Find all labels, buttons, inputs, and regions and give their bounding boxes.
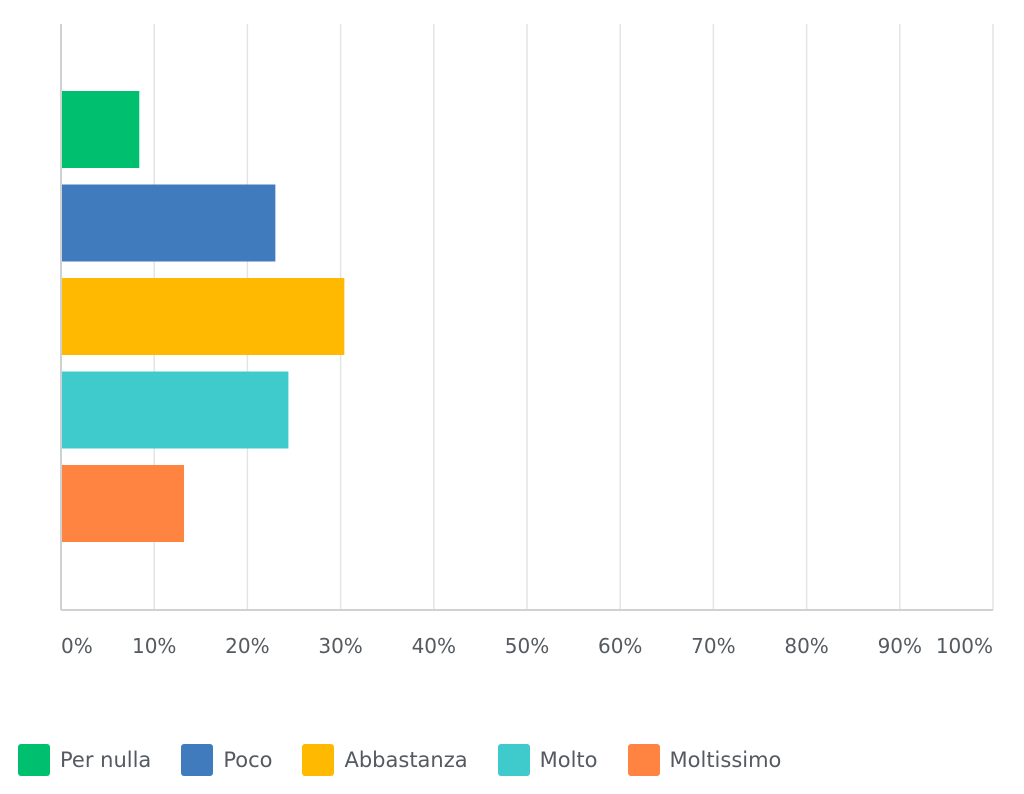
bar-molto: [61, 371, 289, 449]
x-tick-label: 50%: [505, 634, 549, 658]
bar-abbastanza: [61, 278, 345, 355]
legend-swatch: [181, 744, 214, 776]
x-tick-label: 40%: [412, 634, 456, 658]
x-tick-label: 10%: [132, 634, 176, 658]
x-tick-label: 90%: [878, 634, 922, 658]
legend-item-molto: Molto: [497, 744, 598, 776]
x-tick-label: 30%: [318, 634, 362, 658]
legend-label: Molto: [539, 748, 598, 772]
legend-item-poco: Poco: [181, 744, 272, 776]
bar-per-nulla: [61, 91, 140, 168]
legend-label: Abbastanza: [344, 748, 468, 772]
legend-swatch: [18, 744, 50, 776]
x-tick-label: 60%: [598, 634, 642, 658]
legend-swatch: [302, 744, 335, 776]
legend-label: Per nulla: [60, 748, 152, 772]
legend: Per nulla Poco Abbastanza Molto Moltissimo: [18, 742, 811, 778]
x-tick-label: 80%: [784, 634, 828, 658]
x-tick-label: 100%: [936, 634, 993, 658]
axes: [60, 24, 993, 611]
bars: [61, 91, 345, 542]
legend-swatch: [627, 744, 660, 776]
legend-label: Poco: [223, 748, 273, 772]
legend-label: Moltissimo: [669, 748, 782, 772]
legend-swatch: [497, 744, 530, 776]
x-tick-label: 0%: [61, 634, 93, 658]
x-tick-labels: 0% 10% 20% 30% 40% 50% 60% 70% 80% 90% 100%: [61, 634, 993, 658]
x-tick-label: 70%: [691, 634, 735, 658]
bar-moltissimo: [61, 465, 185, 542]
x-tick-label: 20%: [225, 634, 269, 658]
gridlines: [153, 24, 994, 610]
legend-item-abbastanza: Abbastanza: [302, 744, 468, 776]
legend-item-moltissimo: Moltissimo: [627, 744, 782, 776]
legend-item-per-nulla: Per nulla: [18, 744, 151, 776]
bar-poco: [61, 184, 276, 262]
